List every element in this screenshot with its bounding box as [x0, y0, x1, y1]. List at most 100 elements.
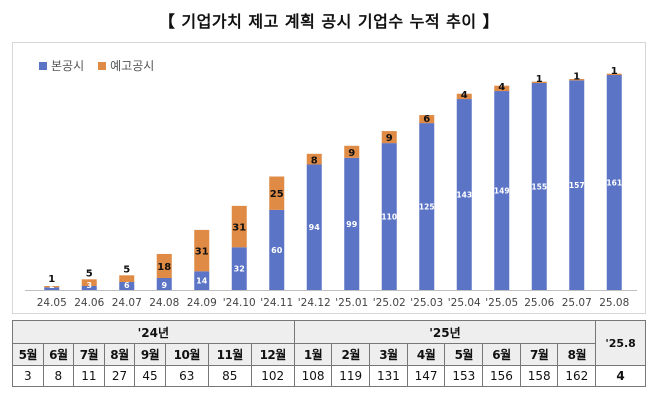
bar-preliminary-0: [44, 285, 60, 288]
month-header-2: 7월: [73, 343, 105, 366]
month-header-14: 7월: [519, 343, 559, 366]
month-header-13: 6월: [482, 343, 521, 366]
x-tick-label-2: 24.07: [112, 297, 142, 309]
bar-preliminary-1: [81, 279, 97, 286]
legend-swatch-preliminary: [98, 61, 107, 70]
table-value-cell-2: 11: [73, 365, 105, 387]
bar-main-13: [531, 83, 547, 290]
bar-main-3: [156, 277, 172, 290]
stacked-bar-chart: 2124.053524.066524.0791824.08143124.0932…: [25, 66, 637, 309]
table-value-cell-3: 27: [103, 365, 136, 387]
bar-main-2: [119, 281, 135, 290]
bar-main-1: [81, 285, 97, 290]
data-label-preliminary-6: 25: [270, 189, 284, 200]
table-value-cell-10: 131: [369, 365, 408, 387]
data-label-preliminary-3: 18: [157, 262, 171, 273]
data-label-preliminary-12: 4: [498, 82, 505, 93]
chart-legend: 본공시 예고공시: [39, 57, 154, 74]
table-month-row: 5월 6월 7월 8월 9월 10월 11월 12월 1월 2월 3월 4월 5월 6월 7월 8월: [12, 343, 646, 366]
bar-main-8: [344, 157, 360, 290]
bar-main-9: [381, 143, 397, 290]
x-tick-label-15: 25.08: [599, 297, 629, 309]
year-header-2024: '24년: [12, 320, 295, 344]
data-label-preliminary-2: 5: [123, 264, 130, 275]
data-label-preliminary-4: 31: [195, 247, 209, 258]
bar-main-14: [569, 80, 585, 290]
x-tick-label-10: '25.03: [410, 297, 443, 309]
x-tick-label-6: '24.11: [260, 297, 293, 309]
bar-preliminary-3: [156, 253, 172, 278]
bar-preliminary-8: [344, 145, 360, 158]
table-value-cell-7: 102: [250, 365, 295, 387]
data-label-preliminary-15: 1: [611, 66, 618, 77]
data-label-main-13: 155: [531, 183, 547, 192]
table-value-cell-14: 158: [519, 365, 559, 387]
last-value-cell: 4: [595, 365, 646, 387]
table-value-cell-6: 85: [207, 365, 252, 387]
data-label-main-8: 99: [346, 220, 358, 229]
legend-item-main: 본공시: [39, 57, 84, 74]
table-value-cell-4: 45: [134, 365, 166, 387]
data-label-main-4: 14: [196, 277, 208, 286]
bar-preliminary-13: [531, 81, 547, 84]
x-tick-label-8: '25.01: [335, 297, 368, 309]
data-label-preliminary-0: 1: [48, 274, 55, 285]
x-tick-label-9: '25.02: [373, 297, 406, 309]
bar-main-5: [231, 247, 247, 290]
month-header-7: 12월: [250, 343, 295, 366]
table-value-cell-8: 108: [293, 365, 333, 387]
data-label-main-6: 60: [271, 246, 283, 255]
legend-item-preliminary: 예고공시: [98, 57, 154, 74]
last-column-header: '25.8: [595, 320, 646, 366]
month-header-5: 10월: [164, 343, 209, 366]
x-tick-label-3: 24.08: [149, 297, 179, 309]
table-value-cell-0: 3: [12, 365, 44, 387]
cumulative-count-table: '24년 '25년 '25.8 5월 6월 7월 8월 9월 10월 11월 12월 1월 2월 3…: [12, 320, 646, 387]
table-value-cell-15: 162: [557, 365, 597, 387]
data-label-main-14: 157: [569, 181, 585, 190]
bar-preliminary-9: [381, 131, 397, 144]
x-tick-label-11: '25.04: [448, 297, 481, 309]
bar-preliminary-4: [194, 229, 210, 272]
x-tick-label-7: '24.12: [298, 297, 331, 309]
bar-preliminary-14: [569, 79, 585, 81]
data-label-preliminary-11: 4: [461, 90, 468, 101]
table-value-cell-11: 147: [406, 365, 446, 387]
month-header-15: 8월: [557, 343, 597, 366]
table-value-cell-1: 8: [42, 365, 75, 387]
bar-main-4: [194, 271, 210, 290]
bar-preliminary-15: [606, 73, 622, 76]
data-label-preliminary-1: 5: [86, 268, 93, 279]
bar-main-15: [606, 75, 622, 291]
month-header-1: 6월: [42, 343, 75, 366]
legend-swatch-main: [39, 61, 47, 70]
bar-preliminary-10: [419, 115, 435, 124]
data-label-main-7: 94: [309, 223, 321, 232]
table-value-cell-5: 63: [164, 365, 209, 387]
data-label-main-10: 125: [419, 203, 435, 212]
table-value-cell-13: 156: [482, 365, 521, 387]
month-header-10: 3월: [369, 343, 408, 366]
x-tick-label-5: '24.10: [223, 297, 256, 309]
bar-main-6: [269, 209, 285, 290]
month-header-4: 9월: [134, 343, 166, 366]
table-value-row: 3 8 11 27 45 63 85 102 108 119 131 147 153 156 158 162 4: [12, 365, 646, 387]
data-label-preliminary-7: 8: [311, 155, 318, 166]
data-label-main-11: 143: [456, 191, 472, 200]
table-year-row: '24년 '25년 '25.8: [12, 320, 646, 366]
x-tick-label-4: 24.09: [187, 297, 217, 309]
bar-main-7: [306, 164, 322, 290]
month-header-12: 5월: [444, 343, 484, 366]
legend-label-main: 본공시: [51, 59, 85, 73]
month-header-11: 4월: [406, 343, 446, 366]
bar-main-11: [456, 99, 472, 290]
year-header-2025: '25년: [293, 320, 597, 344]
month-header-6: 11월: [207, 343, 252, 366]
data-label-main-5: 32: [234, 265, 245, 274]
legend-label-preliminary: 예고공시: [110, 59, 155, 73]
month-header-9: 2월: [331, 343, 371, 366]
bar-preliminary-5: [231, 205, 247, 248]
data-label-preliminary-8: 9: [348, 148, 355, 159]
x-tick-label-0: 24.05: [37, 297, 67, 309]
data-label-main-9: 110: [381, 213, 397, 222]
